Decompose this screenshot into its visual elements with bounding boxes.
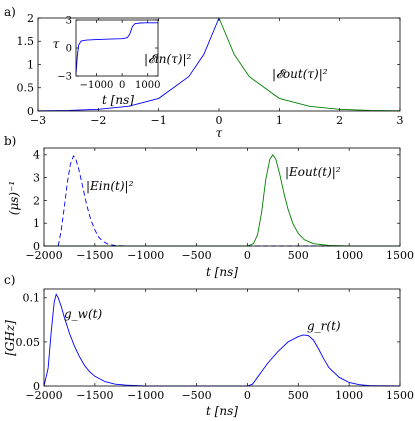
panel-b-label-in: |Ein(t)|²	[86, 179, 134, 193]
panel-c-xtick-label-1: −1500	[76, 389, 113, 402]
panel-c-xtick-label-3: −500	[181, 389, 211, 402]
panel-c-ytick-label-2: 0.1	[23, 292, 41, 305]
panel-c-label-gw: g_w(t)	[64, 307, 102, 321]
panel-b-xtick-label-5: 500	[288, 249, 309, 262]
panel-c-ytick-label-0: 0	[33, 380, 40, 393]
inset-ytick-label-0: −3	[57, 72, 72, 83]
panel-c-xtick-label-2: −1000	[127, 389, 164, 402]
panel-b-xtick-label-4: 0	[244, 249, 251, 262]
panel-a-xtick-label-2: −1	[151, 114, 167, 127]
panel-b-label-out: |Eout(t)|²	[285, 165, 341, 179]
panel-b-series-0	[57, 155, 400, 247]
panel-a-ytick-label-3: 1.5	[17, 35, 35, 48]
panel-b-xtick-label-6: 1000	[335, 249, 363, 262]
inset-ylabel: τ	[53, 37, 60, 51]
panel-b-xtick-label-7: 1500	[386, 249, 414, 262]
panel-b-ytick-label-2: 2	[33, 194, 40, 207]
panel-b-letter: b)	[4, 134, 16, 148]
panel-b-ytick-label-4: 4	[33, 149, 40, 162]
panel-b-series-1	[44, 153, 400, 247]
panel-c-xlabel: t [ns]	[206, 404, 238, 418]
panel-b-ytick-label-3: 3	[33, 171, 40, 184]
panel-a-ytick-label-2: 1	[27, 58, 34, 71]
panel-b-xtick-label-1: −1500	[76, 249, 113, 262]
panel-b-series	[44, 153, 400, 247]
panel-b-xtick-label-2: −1000	[127, 249, 164, 262]
panel-b-ylabel: (μs)⁻¹	[7, 181, 21, 215]
panel-c-ticks: −2000 −1500 −1000 −500 0 500 1000 1500 0 0.05 0.1	[16, 289, 414, 402]
panel-a-series-1	[218, 17, 401, 112]
inset-series	[75, 22, 158, 75]
panel-b-axes	[43, 147, 401, 247]
panel-b-ytick-label-1: 1	[33, 217, 40, 230]
panel-b: b) −2000 −1500 −1000 −500 0 500 1000 150001234 …	[4, 134, 414, 279]
panel-c-ylabel: [GHz]	[3, 320, 17, 356]
panel-a-ytick-label-1: 0.5	[17, 82, 35, 95]
panel-a-label-in: |𝓔in(τ)|²	[144, 52, 192, 66]
panel-a: a) −3 −2 −1 0 1 2 3 0 0.5 1 1.5 2 τ |𝓔out(τ)|² −100…	[4, 5, 404, 140]
inset-ticks: −1000 0 1000 −3 0 3	[57, 16, 160, 92]
panel-b-ticks: −2000 −1500 −1000 −500 0 500 1000 1500 0 1 2 3 4	[25, 148, 414, 262]
panel-b-ytick-label-0: 0	[33, 240, 40, 253]
panel-b-xtick-label-3: −500	[181, 249, 211, 262]
panel-a-letter: a)	[4, 5, 16, 19]
panel-a-ytick-label-4: 2	[27, 12, 34, 25]
inset-xtick-label-1: 0	[119, 80, 125, 91]
panel-c-xtick-label-4: 0	[244, 389, 251, 402]
panel-a-label-out: |𝓔out(τ)|²	[272, 67, 328, 81]
panel-c-ytick-label-1: 0.05	[16, 336, 41, 349]
inset-xtick-label-0: −1000	[80, 80, 114, 91]
inset-ytick-label-2: 3	[66, 16, 72, 27]
panel-a-inset: −1000 0 1000 −3 0 3 τ t [ns] |𝓔in(τ)|²	[53, 16, 192, 108]
panel-a-xlabel: τ	[216, 126, 223, 140]
panel-a-ytick-label-0: 0	[27, 105, 34, 118]
inset-series-0	[75, 22, 158, 75]
panel-b-xlabel: t [ns]	[206, 265, 238, 279]
panel-c-axes	[43, 288, 401, 387]
inset-xtick-label-2: 1000	[135, 80, 160, 91]
inset-xlabel: t [ns]	[102, 93, 134, 107]
panel-a-xtick-label-0: −3	[30, 114, 46, 127]
panel-a-series	[37, 17, 401, 112]
panel-c-xtick-label-7: 1500	[386, 389, 414, 402]
panel-a-ticks: −3 −2 −1 0 1 2 3 0 0.5 1 1.5 2	[17, 12, 404, 127]
panel-a-xtick-label-4: 1	[276, 114, 283, 127]
panel-c-xtick-label-5: 500	[288, 389, 309, 402]
panel-c-xtick-label-0: −2000	[25, 389, 62, 402]
panel-c: c) −2000 −1500 −1000 −500 0 500 1000 1500 0 0.05 0…	[3, 273, 414, 418]
panel-c-xtick-label-6: 1000	[335, 389, 363, 402]
panel-a-xtick-label-1: −2	[90, 114, 106, 127]
panel-c-letter: c)	[4, 273, 15, 287]
panel-b-xtick-label-0: −2000	[25, 249, 62, 262]
inset-ytick-label-1: 0	[66, 44, 72, 55]
panel-a-xtick-label-3: 0	[216, 114, 223, 127]
panel-c-label-gr: g_r(t)	[307, 319, 341, 333]
inset-background	[76, 20, 158, 76]
panel-a-series-0	[37, 17, 220, 112]
panel-a-xtick-label-5: 2	[336, 114, 343, 127]
panel-a-xtick-label-6: 3	[397, 114, 404, 127]
